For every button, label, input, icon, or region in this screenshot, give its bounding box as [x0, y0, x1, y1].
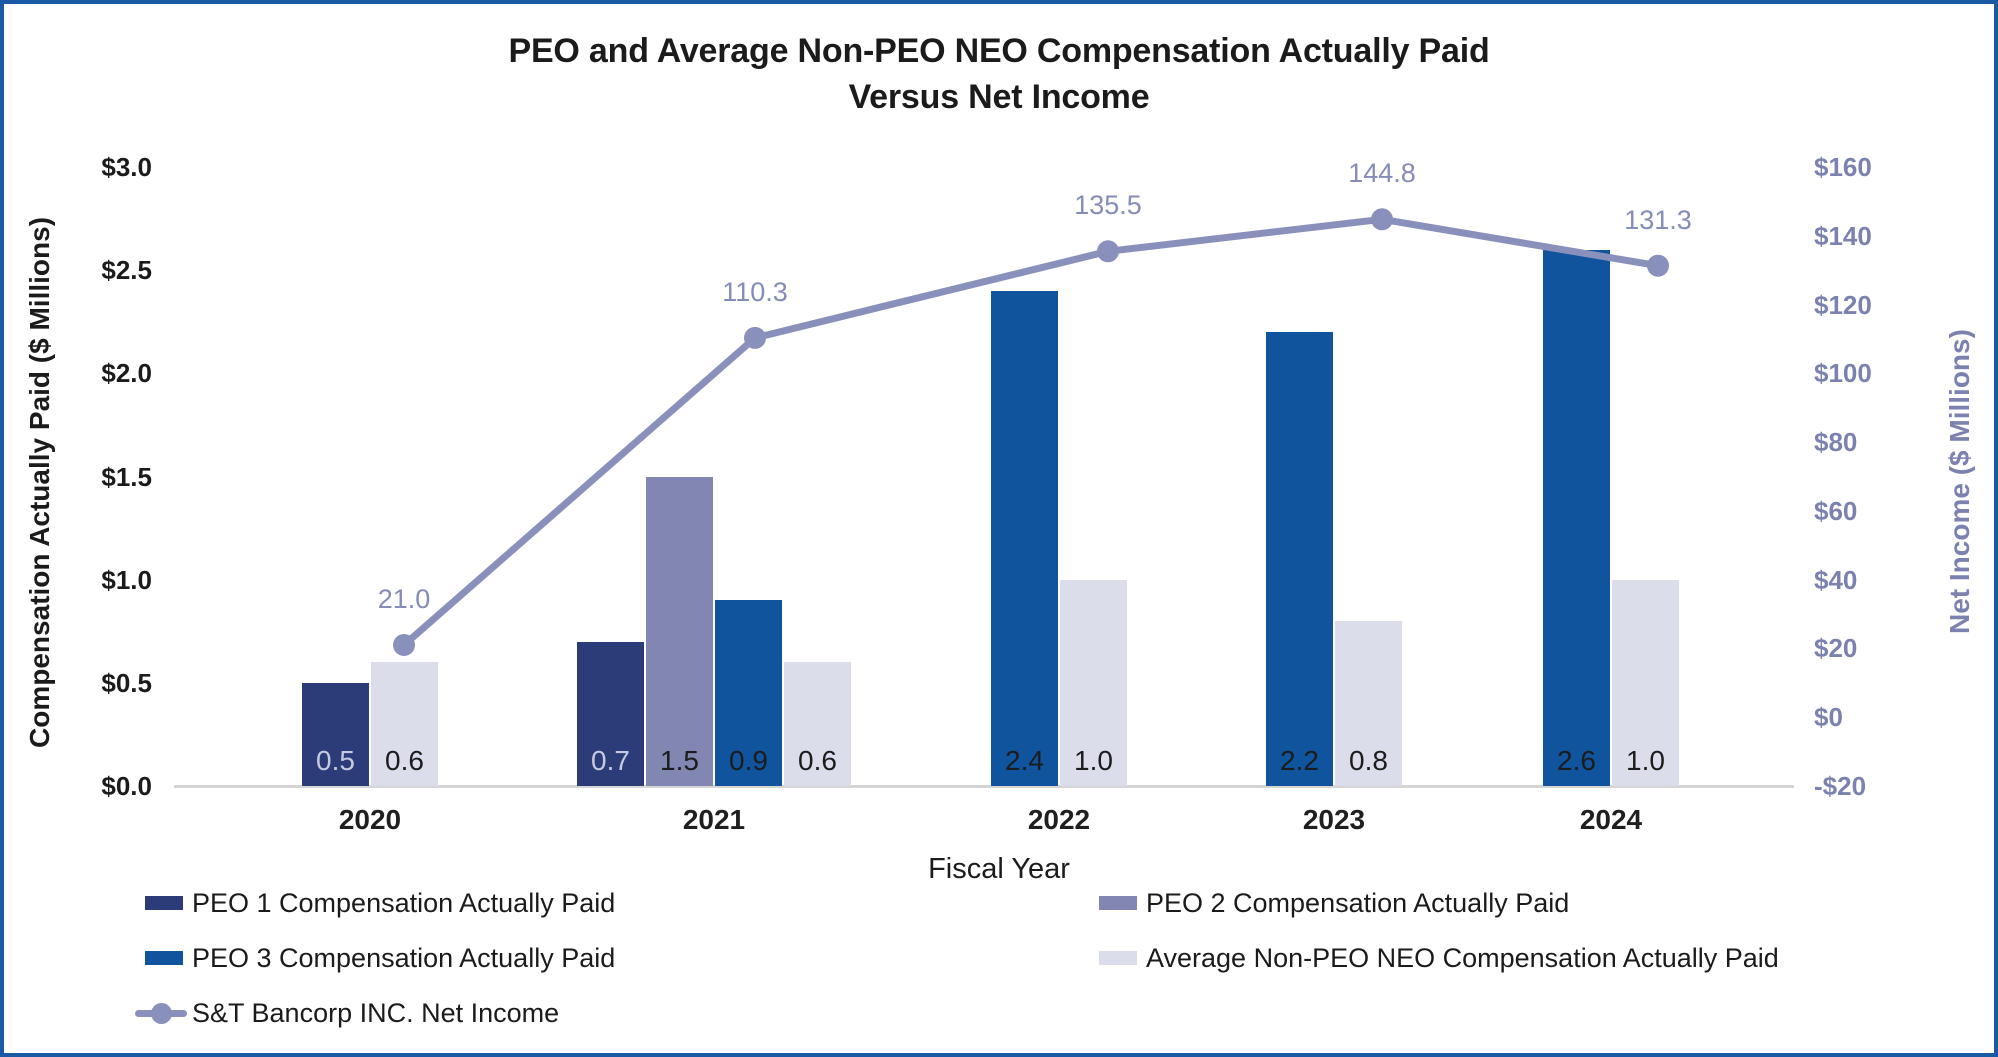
bar-value-label-2022-1: 1.0 [1074, 745, 1113, 776]
left-tick-$2.0: $2.0 [101, 358, 152, 389]
chart-title-line2: Versus Net Income [848, 78, 1150, 116]
bar-value-label-2021-3: 0.6 [798, 745, 837, 776]
right-tick-$100: $100 [1814, 358, 1872, 389]
category-label-2024: 2024 [1579, 804, 1643, 835]
right-tick-$140: $140 [1814, 220, 1872, 251]
left-tick-$2.5: $2.5 [101, 255, 152, 286]
left-tick-$0.5: $0.5 [101, 667, 152, 698]
chart-title: PEO and Average Non-PEO NEO Compensation… [4, 28, 1994, 120]
line-value-label-2021: 110.3 [722, 276, 788, 307]
right-tick--$20: -$20 [1814, 771, 1867, 801]
bar-value-label-2020-1: 0.6 [385, 745, 424, 776]
bar-value-label-2022-0: 2.4 [1005, 745, 1044, 776]
bar-peo-1-2021 [577, 641, 644, 786]
legend-label-net-income: S&T Bancorp INC. Net Income [192, 998, 560, 1028]
legend-swatch-avg-neo [1099, 951, 1137, 965]
right-tick-$40: $40 [1814, 564, 1858, 595]
category-label-2023: 2023 [1302, 804, 1366, 835]
legend-swatch-peo1 [145, 896, 183, 910]
bar-peo-2-2021 [646, 476, 713, 786]
bar-peo-3-2024 [1543, 249, 1610, 786]
right-tick-$80: $80 [1814, 427, 1858, 458]
right-tick-$20: $20 [1814, 633, 1858, 664]
line-value-label-2020: 21.0 [377, 584, 431, 614]
line-value-label-2022: 135.5 [1074, 190, 1142, 221]
bar-value-label-2023-0: 2.2 [1280, 745, 1319, 776]
bar-value-label-2021-2: 0.9 [729, 745, 768, 776]
left-tick-$1.0: $1.0 [101, 564, 152, 595]
bar-peo-1-2020 [302, 682, 369, 786]
legend-label-avg-neo: Average Non-PEO NEO Compensation Actuall… [1146, 943, 1779, 973]
category-label-2020: 2020 [338, 804, 402, 835]
legend-label-peo1: PEO 1 Compensation Actually Paid [192, 888, 616, 918]
left-tick-$3.0: $3.0 [101, 152, 152, 182]
legend-label-peo3: PEO 3 Compensation Actually Paid [192, 943, 616, 973]
x-axis-title: Fiscal Year [928, 853, 1070, 885]
category-label-2021: 2021 [682, 804, 746, 835]
bar-average-non-peo-2021 [784, 662, 851, 786]
chart-title-line1: PEO and Average Non-PEO NEO Compensation… [508, 32, 1490, 70]
bar-value-label-2021-0: 0.7 [591, 745, 630, 776]
legend-label-peo2: PEO 2 Compensation Actually Paid [1146, 888, 1570, 918]
category-label-2022: 2022 [1027, 804, 1091, 835]
line-value-label-2024: 131.3 [1624, 204, 1692, 235]
left-tick-$1.5: $1.5 [101, 461, 152, 492]
line-marker-2021 [744, 326, 766, 349]
right-tick-$160: $160 [1814, 152, 1872, 182]
right-tick-$0: $0 [1814, 702, 1843, 733]
bar-peo-3-2022 [991, 290, 1058, 786]
line-value-label-2023: 144.8 [1348, 158, 1416, 189]
right-tick-$60: $60 [1814, 495, 1858, 526]
bar-value-label-2024-0: 2.6 [1557, 745, 1596, 776]
bar-value-label-2021-1: 1.5 [660, 745, 699, 776]
right-tick-$120: $120 [1814, 289, 1872, 320]
line-marker-2020 [393, 634, 415, 656]
left-tick-$0.0: $0.0 [101, 771, 152, 801]
legend-line-marker [151, 1003, 172, 1024]
bar-value-label-2024-1: 1.0 [1626, 745, 1665, 776]
line-marker-2024 [1647, 254, 1669, 277]
x-axis-line [174, 785, 1794, 788]
bar-value-label-2023-1: 0.8 [1349, 745, 1388, 776]
legend-swatch-peo2 [1099, 896, 1137, 910]
right-axis-title: Net Income ($ Millions) [1944, 329, 1975, 635]
line-marker-2023 [1371, 208, 1393, 231]
bar-average-non-peo-2020 [371, 662, 438, 786]
line-marker-2022 [1097, 240, 1119, 263]
bar-peo-3-2023 [1266, 332, 1333, 786]
bar-value-label-2020-0: 0.5 [316, 745, 355, 776]
legend-swatch-peo3 [145, 951, 183, 965]
